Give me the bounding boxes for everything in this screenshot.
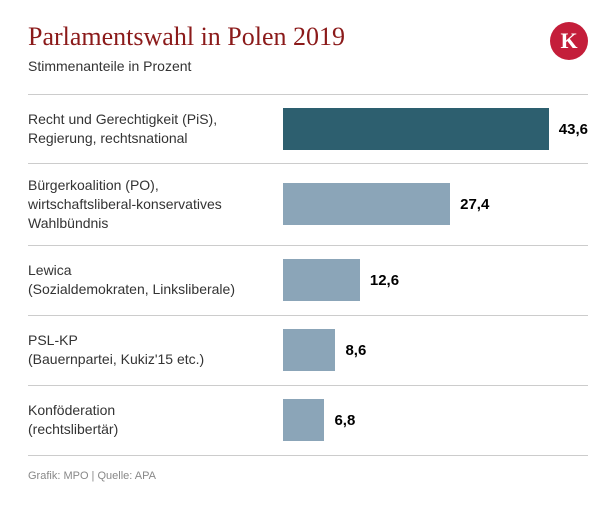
logo-text: K — [560, 28, 577, 54]
party-desc: (rechtslibertär) — [28, 420, 275, 439]
bar-value: 8,6 — [345, 342, 366, 359]
chart-subtitle: Stimmenanteile in Prozent — [28, 58, 588, 74]
chart-header: Parlamentswahl in Polen 2019 Stimmenante… — [28, 22, 588, 74]
row-label: Recht und Gerechtigkeit (PiS),Regierung,… — [28, 110, 283, 148]
row-label: PSL-KP(Bauernpartei, Kukiz'15 etc.) — [28, 331, 283, 369]
chart-row: Lewica(Sozialdemokraten, Linksliberale) 1… — [28, 246, 588, 316]
bar — [283, 108, 549, 150]
party-name: Recht und Gerechtigkeit (PiS), — [28, 110, 275, 129]
row-label: Konföderation(rechtslibertär) — [28, 401, 283, 439]
logo-badge: K — [550, 22, 588, 60]
bar-value: 12,6 — [370, 272, 399, 289]
bar-container: 43,6 — [283, 108, 588, 150]
chart-row: Bürgerkoalition (PO),wirtschaftsliberal-… — [28, 164, 588, 246]
chart-row: Konföderation(rechtslibertär) 6,8 — [28, 386, 588, 456]
bar — [283, 183, 450, 225]
chart-row: Recht und Gerechtigkeit (PiS),Regierung,… — [28, 94, 588, 164]
bar-value: 6,8 — [334, 412, 355, 429]
bar-container: 6,8 — [283, 399, 588, 441]
row-label: Lewica(Sozialdemokraten, Linksliberale) — [28, 261, 283, 299]
party-name: Konföderation — [28, 401, 275, 420]
bar-container: 8,6 — [283, 329, 588, 371]
party-desc: (Bauernpartei, Kukiz'15 etc.) — [28, 350, 275, 369]
bar-value: 43,6 — [559, 121, 588, 138]
party-desc: Regierung, rechtsnational — [28, 129, 275, 148]
party-name: PSL-KP — [28, 331, 275, 350]
bar — [283, 399, 324, 441]
chart-row: PSL-KP(Bauernpartei, Kukiz'15 etc.) 8,6 — [28, 316, 588, 386]
bar-container: 27,4 — [283, 183, 588, 225]
chart-title: Parlamentswahl in Polen 2019 — [28, 22, 588, 52]
bar-chart: Recht und Gerechtigkeit (PiS),Regierung,… — [28, 94, 588, 456]
party-desc: (Sozialdemokraten, Linksliberale) — [28, 280, 275, 299]
bar — [283, 329, 335, 371]
bar-container: 12,6 — [283, 259, 588, 301]
party-name: Bürgerkoalition (PO), — [28, 176, 275, 195]
bar-value: 27,4 — [460, 196, 489, 213]
bar — [283, 259, 360, 301]
party-name: Lewica — [28, 261, 275, 280]
chart-footer: Grafik: MPO | Quelle: APA — [28, 470, 588, 482]
row-label: Bürgerkoalition (PO),wirtschaftsliberal-… — [28, 176, 283, 233]
party-desc: wirtschaftsliberal-konservatives Wahlbün… — [28, 195, 275, 233]
